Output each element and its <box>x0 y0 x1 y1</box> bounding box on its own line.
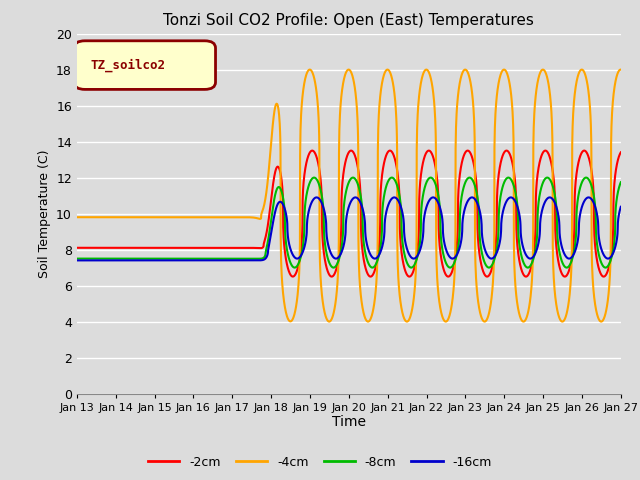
Title: Tonzi Soil CO2 Profile: Open (East) Temperatures: Tonzi Soil CO2 Profile: Open (East) Temp… <box>163 13 534 28</box>
Text: TZ_soilco2: TZ_soilco2 <box>90 59 165 72</box>
Legend: -2cm, -4cm, -8cm, -16cm: -2cm, -4cm, -8cm, -16cm <box>143 451 497 474</box>
FancyBboxPatch shape <box>74 41 216 89</box>
X-axis label: Time: Time <box>332 415 366 430</box>
Y-axis label: Soil Temperature (C): Soil Temperature (C) <box>38 149 51 278</box>
